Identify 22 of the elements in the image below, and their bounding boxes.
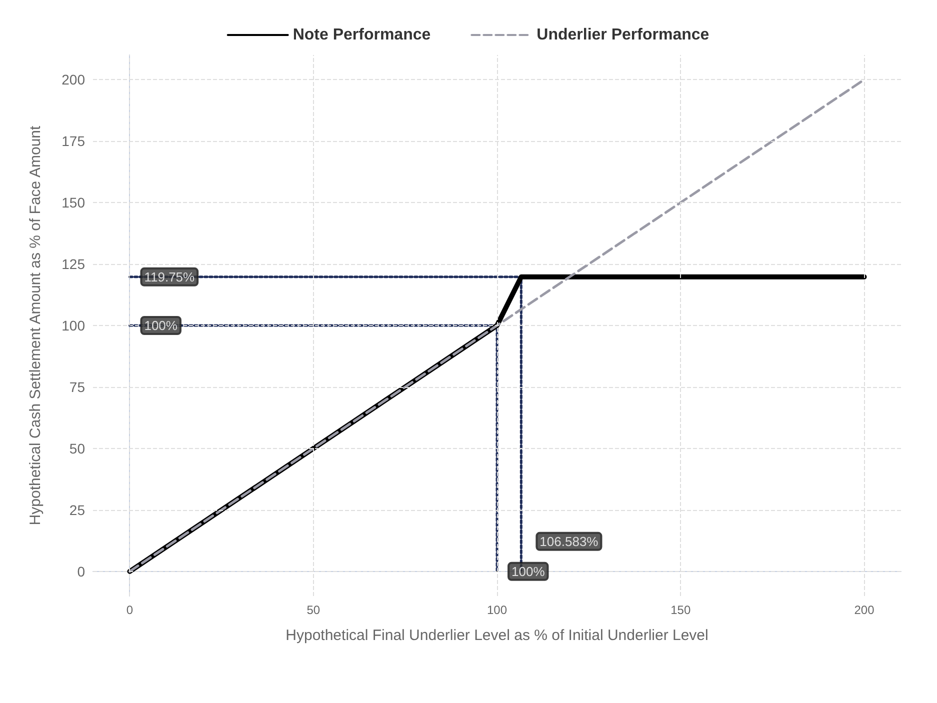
y-axis-title: Hypothetical Cash Settlement Amount as % of Face Amount — [27, 124, 44, 526]
y-tick-label: 200 — [62, 72, 86, 88]
annotation: 119.75% — [144, 269, 196, 284]
x-tick-label: 0 — [126, 603, 134, 617]
y-tick-label: 50 — [69, 440, 86, 456]
x-tick-label: 50 — [306, 603, 320, 617]
y-tick-label: 150 — [62, 194, 86, 211]
y-tick-label: 0 — [77, 563, 86, 580]
annotation: 106.583% — [540, 534, 599, 549]
annotation: 100% — [512, 564, 546, 579]
x-tick-label: 100 — [486, 603, 508, 617]
y-tick-label: 75 — [69, 378, 86, 395]
y-tick-label: 175 — [62, 133, 86, 150]
legend-label: Note Performance — [292, 26, 431, 44]
x-tick-label: 150 — [670, 603, 691, 617]
legend-label: Underlier Performance — [536, 26, 710, 44]
y-tick-label: 125 — [62, 256, 86, 272]
annotation: 100% — [144, 318, 178, 333]
y-tick-label: 100 — [62, 318, 86, 334]
x-tick-label: 200 — [854, 603, 875, 617]
x-axis-title: Hypothetical Final Underlier Level as % of Initial Underlier Level — [286, 627, 708, 644]
y-tick-label: 25 — [69, 502, 86, 518]
